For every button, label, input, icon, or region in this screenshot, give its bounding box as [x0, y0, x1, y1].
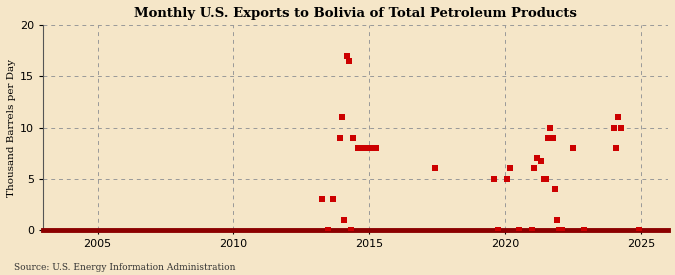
Point — [513, 228, 524, 232]
Point — [556, 228, 567, 232]
Point — [352, 146, 363, 150]
Point — [552, 217, 563, 222]
Point — [633, 228, 644, 232]
Title: Monthly U.S. Exports to Bolivia of Total Petroleum Products: Monthly U.S. Exports to Bolivia of Total… — [134, 7, 577, 20]
Point — [346, 228, 356, 232]
Point — [541, 177, 551, 181]
Point — [610, 146, 621, 150]
Point — [502, 177, 512, 181]
Point — [488, 177, 499, 181]
Point — [337, 115, 348, 120]
Point — [342, 54, 352, 58]
Point — [335, 136, 346, 140]
Point — [366, 146, 377, 150]
Point — [538, 177, 549, 181]
Point — [429, 166, 440, 170]
Point — [344, 59, 354, 63]
Point — [526, 228, 537, 232]
Point — [545, 125, 556, 130]
Point — [529, 166, 540, 170]
Point — [339, 217, 350, 222]
Point — [615, 125, 626, 130]
Point — [531, 156, 542, 160]
Y-axis label: Thousand Barrels per Day: Thousand Barrels per Day — [7, 59, 16, 197]
Point — [359, 146, 370, 150]
Point — [493, 228, 504, 232]
Point — [328, 197, 339, 201]
Point — [323, 228, 334, 232]
Point — [355, 146, 366, 150]
Point — [613, 115, 624, 120]
Point — [371, 146, 381, 150]
Point — [348, 136, 359, 140]
Point — [554, 228, 565, 232]
Point — [549, 187, 560, 191]
Point — [547, 136, 558, 140]
Point — [364, 146, 375, 150]
Point — [608, 125, 619, 130]
Point — [568, 146, 578, 150]
Point — [579, 228, 590, 232]
Point — [504, 166, 515, 170]
Point — [543, 136, 554, 140]
Point — [536, 159, 547, 163]
Text: Source: U.S. Energy Information Administration: Source: U.S. Energy Information Administ… — [14, 263, 235, 272]
Point — [317, 197, 327, 201]
